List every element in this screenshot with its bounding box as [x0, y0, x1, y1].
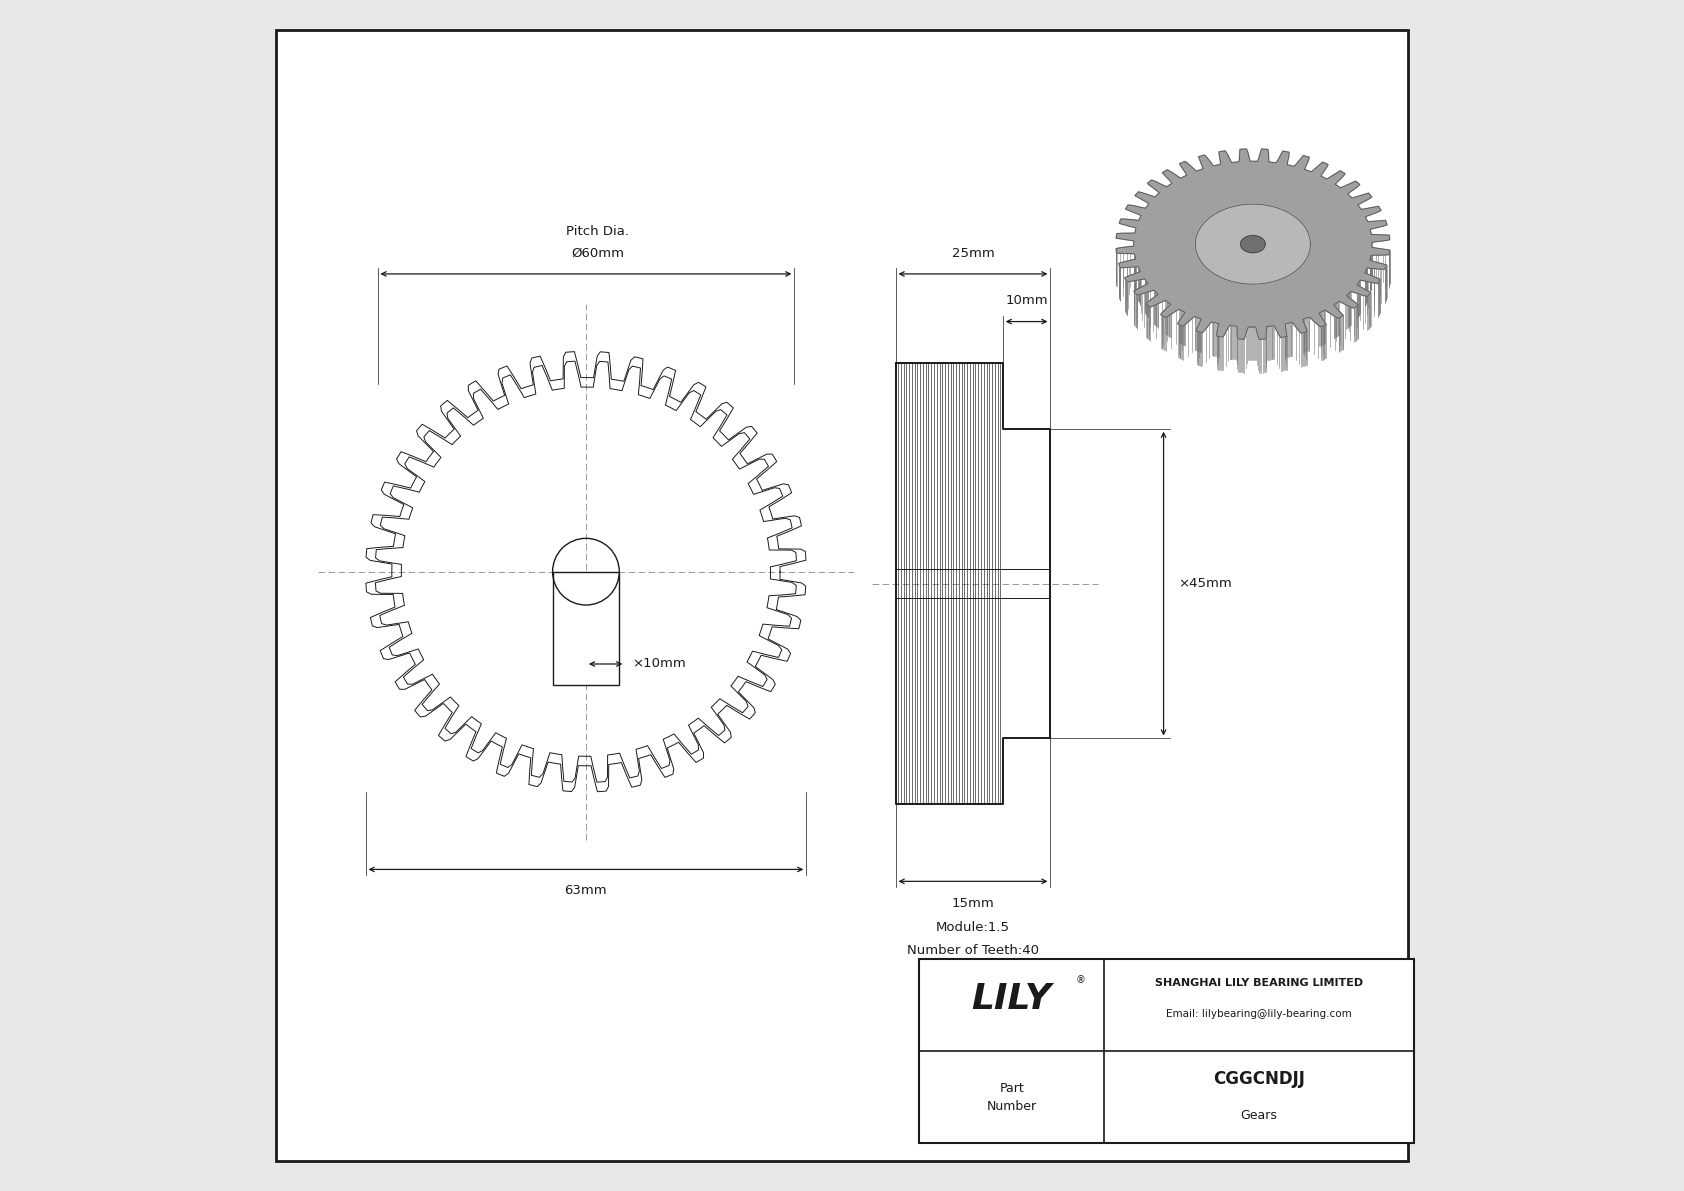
Text: SHANGHAI LILY BEARING LIMITED: SHANGHAI LILY BEARING LIMITED	[1155, 979, 1362, 989]
Text: Email: lilybearing@lily-bearing.com: Email: lilybearing@lily-bearing.com	[1165, 1010, 1352, 1019]
Text: Number of Teeth:40: Number of Teeth:40	[908, 944, 1039, 958]
Text: LILY: LILY	[972, 981, 1052, 1016]
Polygon shape	[1116, 149, 1389, 339]
Text: ×10mm: ×10mm	[633, 657, 685, 671]
Text: Part
Number: Part Number	[987, 1081, 1037, 1112]
Text: 10mm: 10mm	[1005, 294, 1047, 307]
Text: CGGCNDJJ: CGGCNDJJ	[1212, 1071, 1305, 1089]
Text: Pitch Dia.: Pitch Dia.	[566, 225, 630, 238]
Text: 15mm: 15mm	[951, 897, 994, 910]
Bar	[552, 572, 620, 685]
Text: Module:1.5: Module:1.5	[936, 921, 1010, 934]
Text: Gears: Gears	[1241, 1109, 1276, 1122]
Text: ®: ®	[1076, 975, 1084, 985]
Text: 25mm: 25mm	[951, 247, 994, 260]
Text: Ø60mm: Ø60mm	[571, 247, 625, 260]
Text: ×45mm: ×45mm	[1177, 578, 1231, 590]
Text: 63mm: 63mm	[564, 884, 608, 897]
Polygon shape	[1241, 236, 1265, 252]
Bar	[919, 959, 1413, 1143]
Polygon shape	[1196, 204, 1310, 285]
